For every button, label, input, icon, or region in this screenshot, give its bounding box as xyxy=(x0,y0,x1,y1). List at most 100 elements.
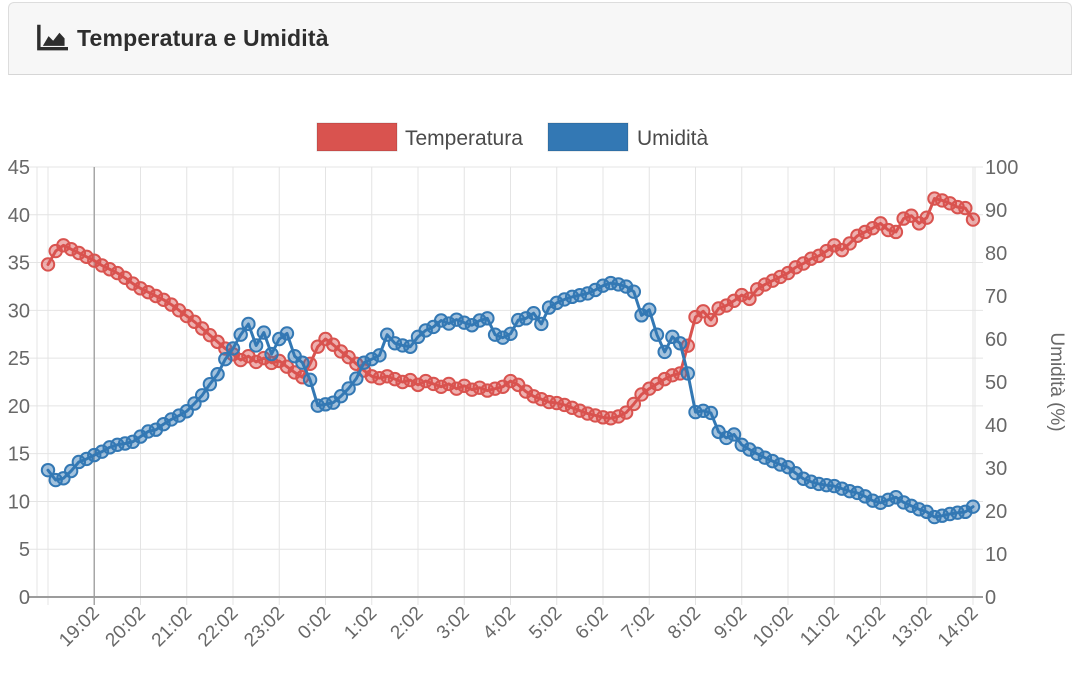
data-point xyxy=(526,389,541,404)
data-point xyxy=(79,249,94,265)
svg-text:14:02: 14:02 xyxy=(934,603,982,651)
data-point xyxy=(295,355,310,370)
data-point xyxy=(680,366,695,381)
data-point xyxy=(857,489,873,504)
data-point xyxy=(888,224,904,240)
svg-text:8:02: 8:02 xyxy=(664,603,705,644)
data-point xyxy=(796,256,811,271)
data-point xyxy=(773,269,788,285)
svg-text:19:02: 19:02 xyxy=(55,603,103,651)
data-point xyxy=(919,210,934,225)
data-point xyxy=(834,481,850,496)
svg-text:90: 90 xyxy=(985,200,1007,222)
data-point xyxy=(749,282,765,297)
data-point xyxy=(827,238,842,253)
data-point xyxy=(896,495,911,510)
data-point xyxy=(904,498,919,514)
legend-swatch xyxy=(547,122,629,152)
page-title: Temperatura e Umidità xyxy=(77,25,329,51)
data-point xyxy=(156,292,171,308)
data-point xyxy=(210,367,225,382)
left-axis-ticks: 45 40 35 30 25 20 15 10 5 0 xyxy=(8,157,30,609)
data-point xyxy=(63,463,79,479)
data-point xyxy=(541,300,557,315)
data-point xyxy=(457,315,472,330)
data-point xyxy=(626,284,642,299)
svg-text:2:02: 2:02 xyxy=(387,603,428,644)
data-point xyxy=(626,396,642,412)
data-point xyxy=(857,224,873,240)
data-point xyxy=(341,381,356,396)
svg-text:60: 60 xyxy=(985,329,1007,351)
temperature-humidity-chart: 4540353025201510501009080706050403020100… xyxy=(8,122,1067,651)
data-point xyxy=(441,316,457,331)
legend-label: Temperatura xyxy=(405,127,523,150)
data-point xyxy=(557,292,572,307)
data-point xyxy=(757,277,773,292)
data-point xyxy=(133,281,148,296)
data-point xyxy=(642,381,657,396)
data-point xyxy=(63,241,79,257)
data-point xyxy=(657,371,672,387)
right-axis-title: Umidità (%) xyxy=(1046,332,1067,431)
data-point xyxy=(94,258,110,273)
data-point xyxy=(372,348,387,363)
data-point xyxy=(719,298,734,313)
svg-text:5: 5 xyxy=(19,539,30,561)
data-point xyxy=(934,193,950,208)
data-point xyxy=(765,273,780,288)
data-point xyxy=(94,444,110,459)
legend-item-umidità[interactable]: Umidità xyxy=(547,122,709,152)
data-point xyxy=(742,291,757,307)
data-point xyxy=(264,346,279,362)
panel-header: Temperatura e Umidità xyxy=(8,2,1072,75)
data-point xyxy=(649,327,665,342)
svg-text:21:02: 21:02 xyxy=(148,603,196,651)
data-point xyxy=(472,380,487,395)
data-point xyxy=(965,499,981,514)
area-chart-icon xyxy=(36,24,70,54)
legend-swatch xyxy=(316,122,398,152)
data-point xyxy=(487,327,503,342)
svg-text:35: 35 xyxy=(8,253,30,275)
data-point xyxy=(102,262,117,277)
data-point xyxy=(595,278,611,293)
data-point xyxy=(734,287,749,303)
data-point xyxy=(302,372,318,388)
data-point xyxy=(248,354,264,370)
data-point xyxy=(796,471,811,486)
data-point xyxy=(480,311,495,326)
data-point xyxy=(711,301,726,316)
data-point xyxy=(881,492,896,508)
svg-text:6:02: 6:02 xyxy=(572,603,613,644)
data-point xyxy=(56,238,71,253)
data-point xyxy=(148,288,164,304)
data-point xyxy=(534,316,549,332)
data-point xyxy=(410,377,426,393)
data-point xyxy=(958,200,973,216)
data-point xyxy=(865,220,880,236)
svg-text:0:02: 0:02 xyxy=(294,603,335,644)
legend-item-temperatura[interactable]: Temperatura xyxy=(316,122,523,152)
svg-text:40: 40 xyxy=(8,205,30,227)
data-point xyxy=(102,440,117,455)
data-point xyxy=(726,427,742,442)
svg-text:0: 0 xyxy=(19,587,30,609)
data-point xyxy=(642,302,657,317)
data-point xyxy=(749,446,765,462)
svg-text:10: 10 xyxy=(8,491,30,513)
data-point xyxy=(87,253,102,268)
data-point xyxy=(588,282,603,298)
data-point xyxy=(364,352,379,367)
data-point xyxy=(873,495,888,511)
data-point xyxy=(827,478,842,494)
data-point xyxy=(241,316,256,332)
svg-text:1:02: 1:02 xyxy=(340,603,381,644)
data-point xyxy=(850,228,865,244)
chart-legend: Temperatura Umidità xyxy=(316,122,709,152)
svg-text:4:02: 4:02 xyxy=(479,603,520,644)
data-point xyxy=(649,376,665,392)
data-point xyxy=(256,350,272,366)
svg-text:10: 10 xyxy=(985,544,1007,566)
